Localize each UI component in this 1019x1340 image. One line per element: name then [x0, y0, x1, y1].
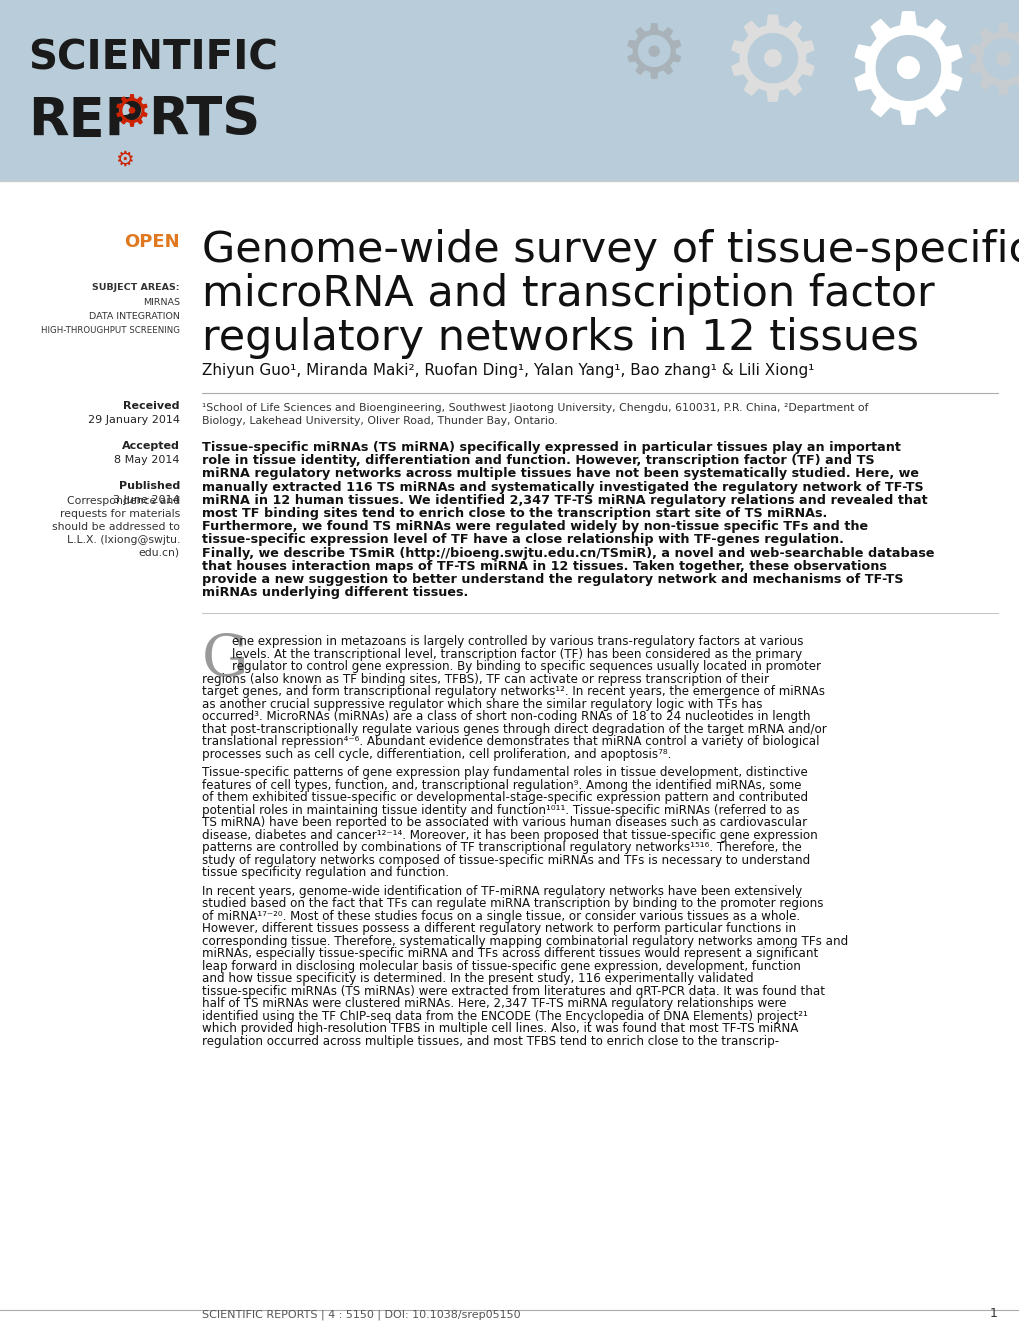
- Text: manually extracted 116 TS miRNAs and systematically investigated the regulatory : manually extracted 116 TS miRNAs and sys…: [202, 481, 923, 493]
- Text: microRNA and transcription factor: microRNA and transcription factor: [202, 273, 933, 315]
- Text: 8 May 2014: 8 May 2014: [114, 454, 179, 465]
- Text: ¹School of Life Sciences and Bioengineering, Southwest Jiaotong University, Chen: ¹School of Life Sciences and Bioengineer…: [202, 403, 867, 413]
- Text: levels. At the transcriptional level, transcription factor (TF) has been conside: levels. At the transcriptional level, tr…: [231, 647, 801, 661]
- Text: processes such as cell cycle, differentiation, cell proliferation, and apoptosis: processes such as cell cycle, differenti…: [202, 748, 671, 761]
- Text: as another crucial suppressive regulator which share the similar regulatory logi: as another crucial suppressive regulator…: [202, 698, 762, 710]
- Text: Tissue-specific patterns of gene expression play fundamental roles in tissue dev: Tissue-specific patterns of gene express…: [202, 766, 807, 780]
- Text: OPEN: OPEN: [124, 233, 179, 251]
- Text: tissue specificity regulation and function.: tissue specificity regulation and functi…: [202, 866, 448, 879]
- Text: SUBJECT AREAS:: SUBJECT AREAS:: [93, 283, 179, 292]
- Text: Correspondence and: Correspondence and: [66, 496, 179, 507]
- Text: DATA INTEGRATION: DATA INTEGRATION: [89, 312, 179, 320]
- Text: Zhiyun Guo¹, Miranda Maki², Ruofan Ding¹, Yalan Yang¹, Bao zhang¹ & Lili Xiong¹: Zhiyun Guo¹, Miranda Maki², Ruofan Ding¹…: [202, 363, 813, 378]
- Text: MIRNAS: MIRNAS: [143, 297, 179, 307]
- Text: In recent years, genome-wide identification of TF-miRNA regulatory networks have: In recent years, genome-wide identificat…: [202, 884, 801, 898]
- Text: regulation occurred across multiple tissues, and most TFBS tend to enrich close : regulation occurred across multiple tiss…: [202, 1034, 779, 1048]
- Text: translational repression⁴⁻⁶. Abundant evidence demonstrates that miRNA control a: translational repression⁴⁻⁶. Abundant ev…: [202, 736, 818, 748]
- Text: occurred³. MicroRNAs (miRNAs) are a class of short non-coding RNAs of 18 to 24 n: occurred³. MicroRNAs (miRNAs) are a clas…: [202, 710, 810, 724]
- Text: G: G: [202, 631, 249, 687]
- FancyBboxPatch shape: [0, 0, 1019, 181]
- Text: Accepted: Accepted: [122, 441, 179, 450]
- Text: Tissue-specific miRNAs (TS miRNA) specifically expressed in particular tissues p: Tissue-specific miRNAs (TS miRNA) specif…: [202, 441, 900, 454]
- Text: edu.cn): edu.cn): [139, 548, 179, 557]
- Text: regulatory networks in 12 tissues: regulatory networks in 12 tissues: [202, 316, 918, 359]
- Text: HIGH-THROUGHPUT SCREENING: HIGH-THROUGHPUT SCREENING: [41, 326, 179, 335]
- Text: miRNAs underlying different tissues.: miRNAs underlying different tissues.: [202, 586, 468, 599]
- Text: which provided high-resolution TFBS in multiple cell lines. Also, it was found t: which provided high-resolution TFBS in m…: [202, 1022, 798, 1036]
- Text: role in tissue identity, differentiation and function. However, transcription fa: role in tissue identity, differentiation…: [202, 454, 873, 468]
- Text: Biology, Lakehead University, Oliver Road, Thunder Bay, Ontario.: Biology, Lakehead University, Oliver Roa…: [202, 415, 557, 426]
- Text: Published: Published: [118, 481, 179, 490]
- Text: RTS: RTS: [148, 95, 260, 147]
- Text: ⚙: ⚙: [719, 9, 825, 125]
- Text: study of regulatory networks composed of tissue-specific miRNAs and TFs is neces: study of regulatory networks composed of…: [202, 854, 809, 867]
- Text: that post-transcriptionally regulate various genes through direct degradation of: that post-transcriptionally regulate var…: [202, 722, 826, 736]
- Text: and how tissue specificity is determined. In the present study, 116 experimental: and how tissue specificity is determined…: [202, 973, 753, 985]
- Text: SCIENTIFIC: SCIENTIFIC: [28, 38, 277, 78]
- Text: ⚙: ⚙: [115, 150, 133, 170]
- Text: corresponding tissue. Therefore, systematically mapping combinatorial regulatory: corresponding tissue. Therefore, systema…: [202, 935, 848, 947]
- Text: tissue-specific expression level of TF have a close relationship with TF-genes r: tissue-specific expression level of TF h…: [202, 533, 843, 547]
- Text: ⚙: ⚙: [620, 20, 688, 94]
- Text: 29 January 2014: 29 January 2014: [88, 415, 179, 425]
- Text: regulator to control gene expression. By binding to specific sequences usually l: regulator to control gene expression. By…: [231, 661, 820, 673]
- Text: ene expression in metazoans is largely controlled by various trans-regulatory fa: ene expression in metazoans is largely c…: [231, 635, 803, 649]
- Text: L.L.X. (lxiong@swjtu.: L.L.X. (lxiong@swjtu.: [66, 535, 179, 545]
- Text: leap forward in disclosing molecular basis of tissue-specific gene expression, d: leap forward in disclosing molecular bas…: [202, 959, 800, 973]
- Text: target genes, and form transcriptional regulatory networks¹². In recent years, t: target genes, and form transcriptional r…: [202, 685, 824, 698]
- Text: Finally, we describe TSmiR (http://bioeng.swjtu.edu.cn/TSmiR), a novel and web-s: Finally, we describe TSmiR (http://bioen…: [202, 547, 933, 560]
- Text: miRNA regulatory networks across multiple tissues have not been systematically s: miRNA regulatory networks across multipl…: [202, 468, 918, 480]
- Text: 1: 1: [989, 1306, 997, 1320]
- Text: Furthermore, we found TS miRNAs were regulated widely by non-tissue specific TFs: Furthermore, we found TS miRNAs were reg…: [202, 520, 867, 533]
- Text: disease, diabetes and cancer¹²⁻¹⁴. Moreover, it has been proposed that tissue-sp: disease, diabetes and cancer¹²⁻¹⁴. Moreo…: [202, 829, 817, 842]
- Text: Received: Received: [123, 401, 179, 411]
- Text: features of cell types, function, and, transcriptional regulation⁹. Among the id: features of cell types, function, and, t…: [202, 779, 801, 792]
- Text: half of TS miRNAs were clustered miRNAs. Here, 2,347 TF-TS miRNA regulatory rela: half of TS miRNAs were clustered miRNAs.…: [202, 997, 786, 1010]
- Text: tissue-specific miRNAs (TS miRNAs) were extracted from literatures and qRT-PCR d: tissue-specific miRNAs (TS miRNAs) were …: [202, 985, 824, 998]
- Text: ⚙: ⚙: [959, 20, 1019, 113]
- Text: of them exhibited tissue-specific or developmental-stage-specific expression pat: of them exhibited tissue-specific or dev…: [202, 792, 807, 804]
- Text: ⚙: ⚙: [840, 5, 976, 154]
- Text: ⚙: ⚙: [112, 91, 152, 134]
- Text: Genome-wide survey of tissue-specific: Genome-wide survey of tissue-specific: [202, 229, 1019, 271]
- Text: that houses interaction maps of TF-TS miRNA in 12 tissues. Taken together, these: that houses interaction maps of TF-TS mi…: [202, 560, 886, 572]
- Text: miRNA in 12 human tissues. We identified 2,347 TF-TS miRNA regulatory relations : miRNA in 12 human tissues. We identified…: [202, 493, 926, 507]
- Text: patterns are controlled by combinations of TF transcriptional regulatory network: patterns are controlled by combinations …: [202, 842, 801, 855]
- Text: should be addressed to: should be addressed to: [52, 521, 179, 532]
- Text: TS miRNA) have been reported to be associated with various human diseases such a: TS miRNA) have been reported to be assoc…: [202, 816, 806, 829]
- Text: 3 June 2014: 3 June 2014: [113, 494, 179, 505]
- Text: SCIENTIFIC REPORTS | 4 : 5150 | DOI: 10.1038/srep05150: SCIENTIFIC REPORTS | 4 : 5150 | DOI: 10.…: [202, 1309, 520, 1320]
- Text: studied based on the fact that TFs can regulate miRNA transcription by binding t: studied based on the fact that TFs can r…: [202, 898, 822, 910]
- Text: However, different tissues possess a different regulatory network to perform par: However, different tissues possess a dif…: [202, 922, 796, 935]
- Text: most TF binding sites tend to enrich close to the transcription start site of TS: most TF binding sites tend to enrich clo…: [202, 507, 826, 520]
- Text: provide a new suggestion to better understand the regulatory network and mechani: provide a new suggestion to better under…: [202, 574, 903, 586]
- Text: identified using the TF ChIP-seq data from the ENCODE (The Encyclopedia of DNA E: identified using the TF ChIP-seq data fr…: [202, 1010, 807, 1022]
- Text: regions (also known as TF binding sites, TFBS), TF can activate or repress trans: regions (also known as TF binding sites,…: [202, 673, 768, 686]
- Text: of miRNA¹⁷⁻²⁰. Most of these studies focus on a single tissue, or consider vario: of miRNA¹⁷⁻²⁰. Most of these studies foc…: [202, 910, 799, 923]
- Text: potential roles in maintaining tissue identity and function¹⁰¹¹. Tissue-specific: potential roles in maintaining tissue id…: [202, 804, 799, 817]
- Text: REP: REP: [28, 95, 143, 147]
- Text: requests for materials: requests for materials: [60, 509, 179, 519]
- Text: miRNAs, especially tissue-specific miRNA and TFs across different tissues would : miRNAs, especially tissue-specific miRNA…: [202, 947, 817, 961]
